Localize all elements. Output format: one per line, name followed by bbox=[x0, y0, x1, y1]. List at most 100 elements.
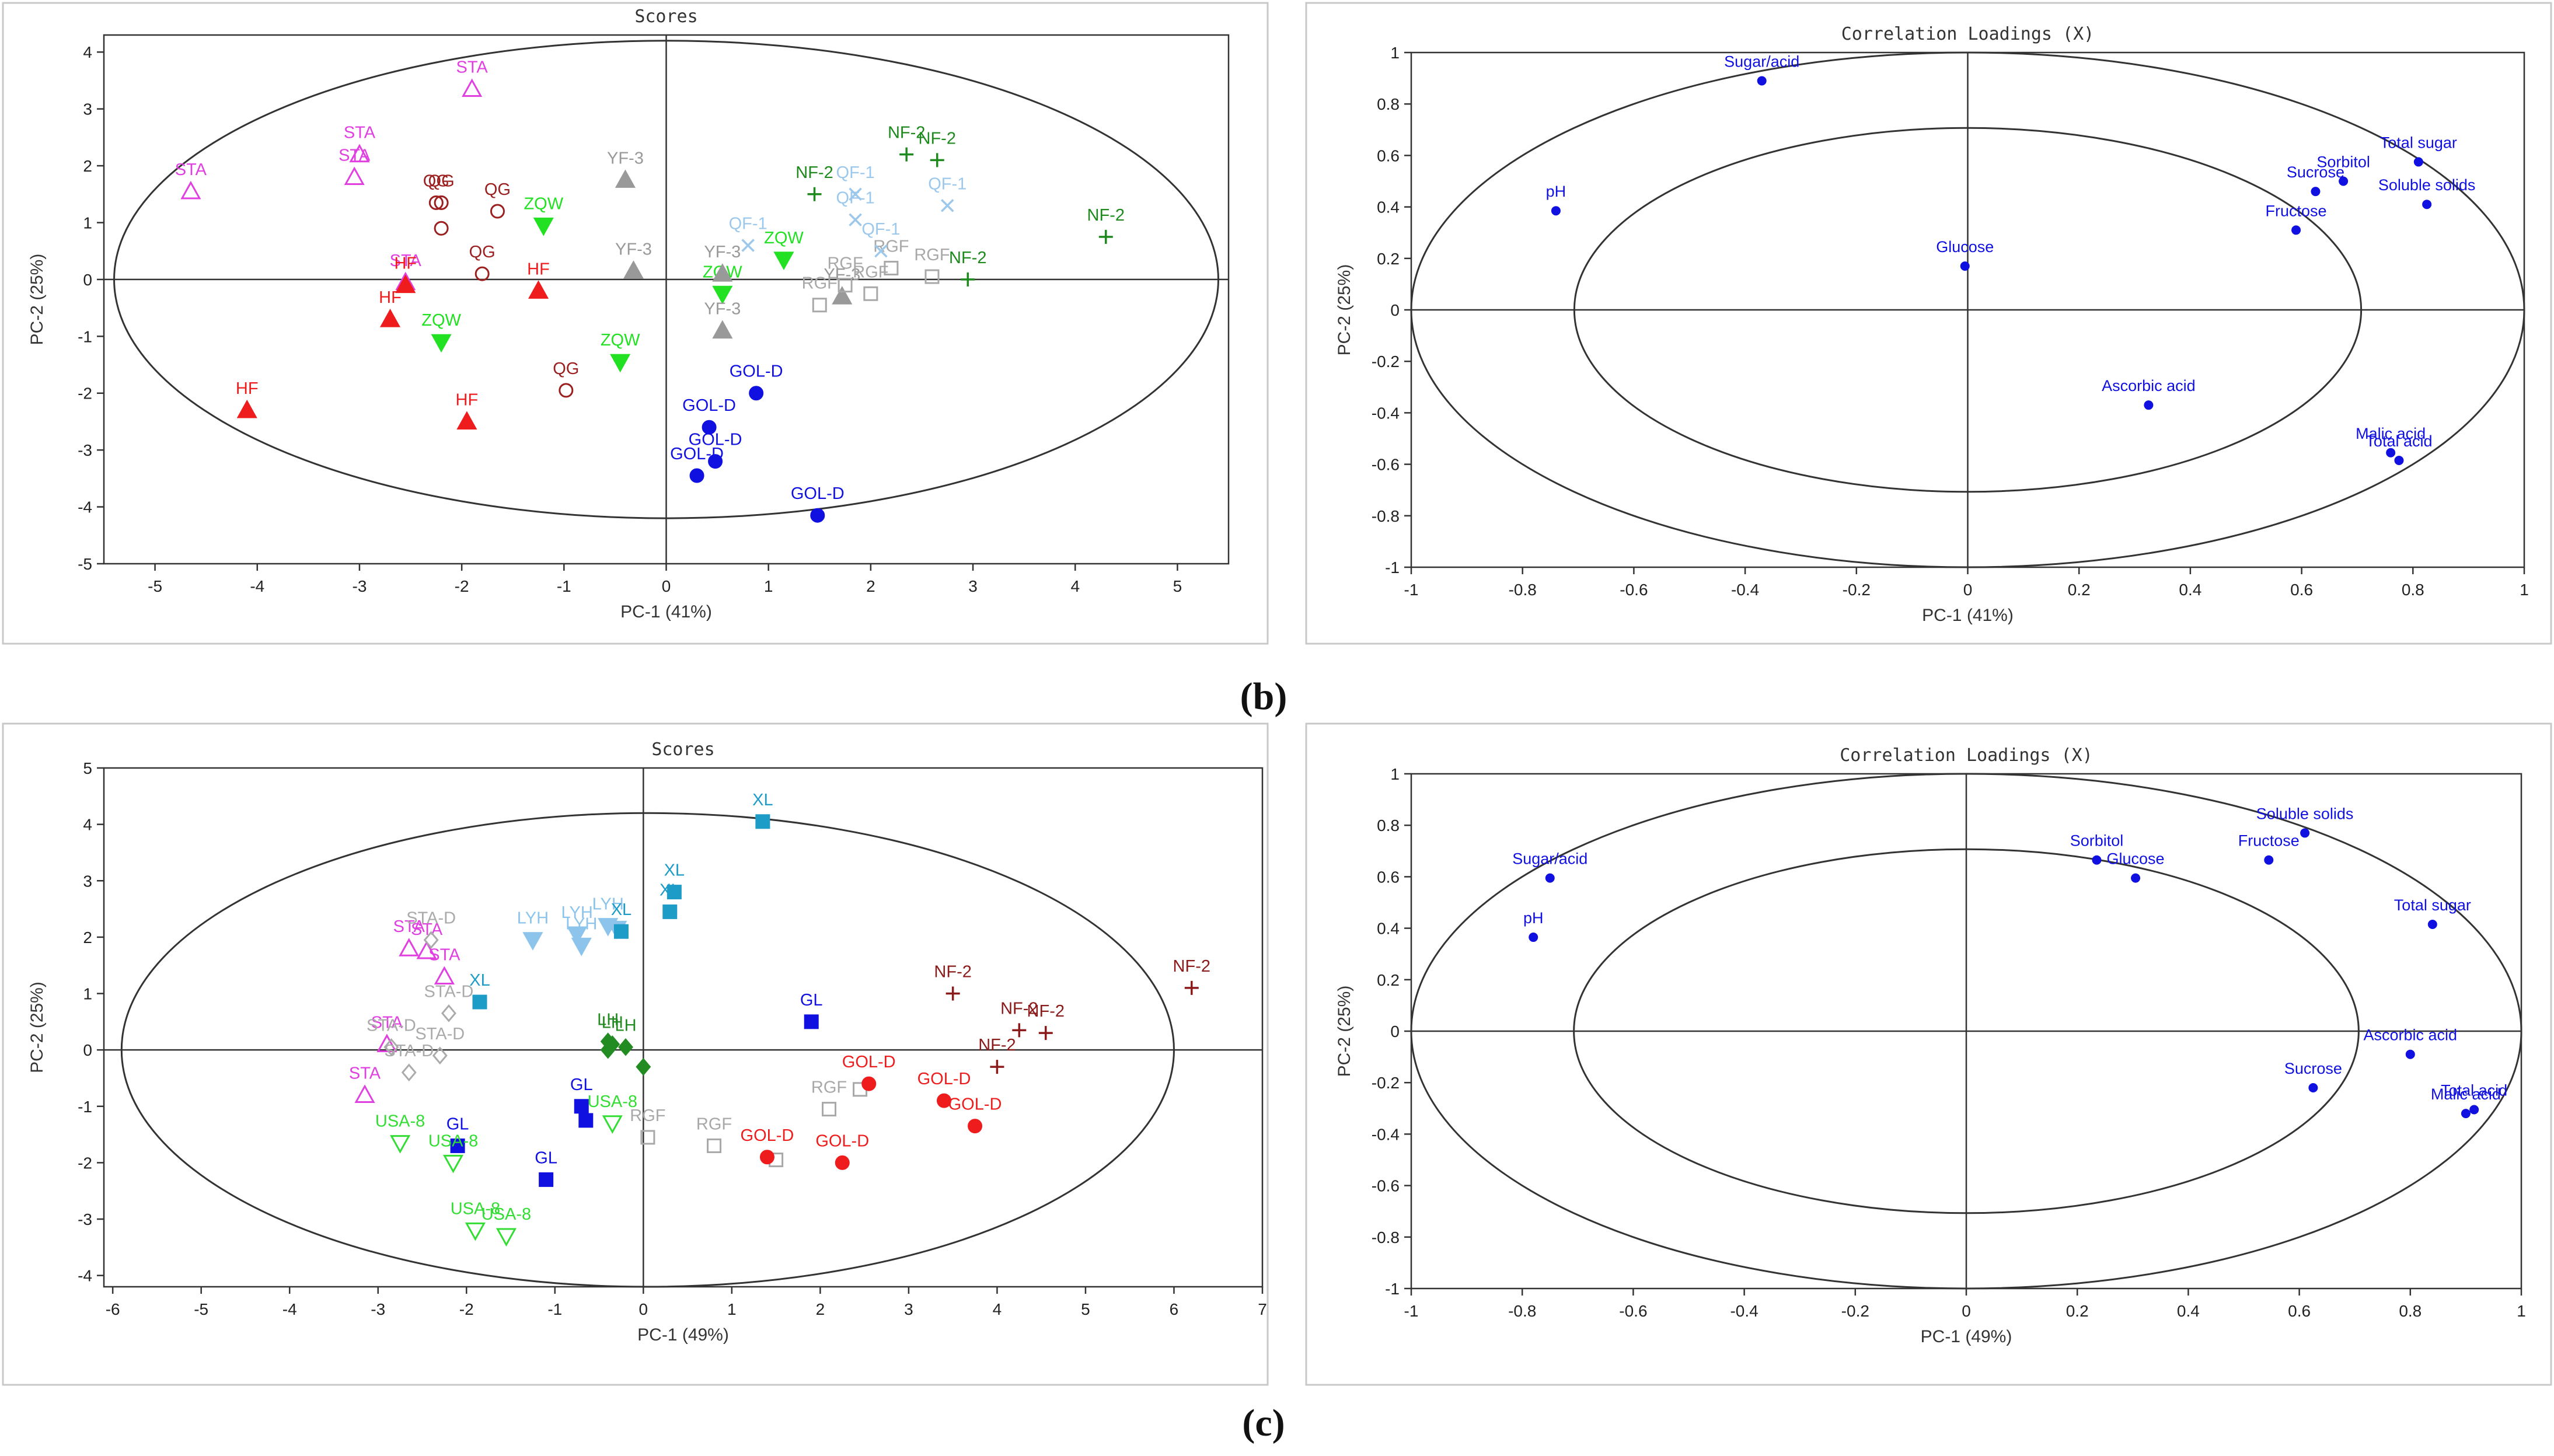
point-label: XL bbox=[469, 971, 490, 990]
chart-title: Correlation Loadings (X) bbox=[1840, 745, 2092, 766]
x-tick-label: 0.2 bbox=[2068, 581, 2091, 599]
point-label: RGF bbox=[802, 274, 838, 293]
x-tick-label: -4 bbox=[250, 577, 264, 595]
score-point bbox=[874, 244, 888, 258]
point-label: HF bbox=[456, 390, 479, 409]
x-tick-label: 0.6 bbox=[2290, 581, 2313, 599]
score-point bbox=[416, 940, 437, 959]
score-point bbox=[344, 166, 365, 186]
score-point bbox=[838, 278, 853, 293]
point-label: QF-1 bbox=[928, 174, 967, 193]
point-label: STA bbox=[411, 920, 443, 939]
point-label: NF-2 bbox=[934, 963, 971, 982]
x-axis-label: PC-1 (41%) bbox=[1922, 606, 2014, 625]
x-tick-label: 2 bbox=[816, 1300, 825, 1318]
point-label: Total sugar bbox=[2380, 134, 2457, 151]
y-tick-label: -1 bbox=[78, 327, 92, 345]
score-point bbox=[961, 272, 975, 287]
y-tick-label: -0.8 bbox=[1372, 507, 1400, 525]
point-label: GL bbox=[570, 1076, 593, 1094]
point-label: STA bbox=[393, 917, 425, 936]
point-label: YF-3 bbox=[824, 266, 860, 284]
score-point bbox=[667, 885, 682, 900]
y-tick-label: 0 bbox=[83, 1041, 92, 1059]
caption-b: (b) bbox=[1240, 675, 1288, 718]
point-label: Soluble solids bbox=[2378, 176, 2476, 194]
score-point bbox=[807, 187, 822, 201]
score-point bbox=[849, 187, 862, 201]
loading-point bbox=[2469, 1105, 2479, 1115]
point-label: XL bbox=[611, 900, 631, 919]
point-label: NF-2 bbox=[1000, 999, 1038, 1018]
point-label: QF-1 bbox=[729, 214, 767, 233]
score-point bbox=[861, 1076, 877, 1091]
loading-point bbox=[1545, 873, 1555, 883]
loading-point bbox=[1960, 261, 1970, 271]
y-tick-label: 0.6 bbox=[1377, 868, 1400, 886]
y-axis-label: PC-2 (25%) bbox=[1335, 264, 1354, 356]
loading-point bbox=[2422, 200, 2432, 210]
x-tick-label: -1 bbox=[1404, 581, 1419, 599]
point-label: YF-3 bbox=[704, 243, 741, 261]
loadings-chart-b: -1 -0.8 -0.6 -0.4 -0.2 0 0.2 0.4 0.6 0.8 1 -1 -0.8 -0… bbox=[1335, 24, 2529, 625]
x-axis-label: PC-1 (41%) bbox=[620, 602, 712, 621]
score-point bbox=[1184, 980, 1199, 995]
y-tick-label: -1 bbox=[1385, 1280, 1400, 1298]
score-point bbox=[832, 286, 853, 305]
loading-point bbox=[2427, 919, 2437, 929]
score-point bbox=[804, 1014, 819, 1029]
point-label: RGF bbox=[853, 263, 888, 281]
point-label: NF-2 bbox=[795, 163, 833, 182]
point-label: GOL-D bbox=[842, 1053, 896, 1071]
loading-point bbox=[1529, 933, 1538, 942]
point-label: STA bbox=[371, 1013, 403, 1032]
point-label: pH bbox=[1546, 183, 1566, 200]
point-label: USA-8 bbox=[482, 1205, 531, 1224]
score-point bbox=[428, 195, 444, 210]
point-label: LH bbox=[615, 1016, 636, 1035]
loading-point bbox=[2144, 400, 2154, 410]
point-label: Total acid bbox=[2365, 432, 2432, 450]
score-point bbox=[937, 1093, 952, 1108]
point-label: Glucose bbox=[2107, 850, 2165, 868]
score-point bbox=[559, 383, 574, 398]
point-label: NF-2 bbox=[978, 1036, 1016, 1055]
score-point bbox=[441, 1004, 456, 1022]
point-label: STA bbox=[349, 1064, 381, 1083]
point-label: LYH bbox=[566, 914, 597, 933]
x-tick-label: 0.4 bbox=[2179, 581, 2201, 599]
y-tick-label: 0.4 bbox=[1377, 920, 1400, 938]
score-point bbox=[574, 1099, 589, 1114]
point-label: ZQW bbox=[601, 331, 640, 350]
point-label: STA bbox=[390, 252, 422, 270]
panel-frame-c-scores bbox=[2, 722, 1269, 1386]
chart-title: Correlation Loadings (X) bbox=[1841, 24, 2094, 44]
y-tick-label: -5 bbox=[78, 555, 92, 573]
y-tick-label: 0 bbox=[83, 271, 92, 289]
score-point bbox=[401, 1063, 417, 1082]
point-label: XL bbox=[664, 861, 685, 880]
x-tick-label: 7 bbox=[1258, 1300, 1267, 1318]
x-tick-label: -6 bbox=[106, 1300, 120, 1318]
x-tick-label: 0 bbox=[1962, 1302, 1971, 1320]
score-point bbox=[539, 1172, 554, 1187]
point-label: GOL-D bbox=[917, 1070, 971, 1088]
point-label: USA-8 bbox=[428, 1132, 478, 1150]
point-label: GOL-D bbox=[730, 362, 783, 381]
y-tick-label: 0.8 bbox=[1377, 816, 1400, 835]
score-point bbox=[712, 263, 733, 282]
loading-point bbox=[2092, 855, 2102, 865]
point-label: QG bbox=[423, 172, 449, 190]
loading-point bbox=[2308, 1083, 2318, 1093]
point-label: ZQW bbox=[764, 229, 804, 247]
point-label: Sugar/acid bbox=[1724, 53, 1799, 71]
point-label: YF-3 bbox=[704, 300, 741, 319]
score-point bbox=[602, 1115, 623, 1134]
panel-frame-c-loadings bbox=[1305, 722, 2552, 1386]
y-tick-label: -2 bbox=[78, 385, 92, 403]
y-tick-label: -0.8 bbox=[1372, 1228, 1400, 1246]
x-tick-label: 1 bbox=[2520, 581, 2529, 599]
point-label: STA bbox=[344, 124, 376, 142]
y-tick-label: -0.4 bbox=[1372, 404, 1400, 422]
point-label: GL bbox=[446, 1115, 469, 1133]
